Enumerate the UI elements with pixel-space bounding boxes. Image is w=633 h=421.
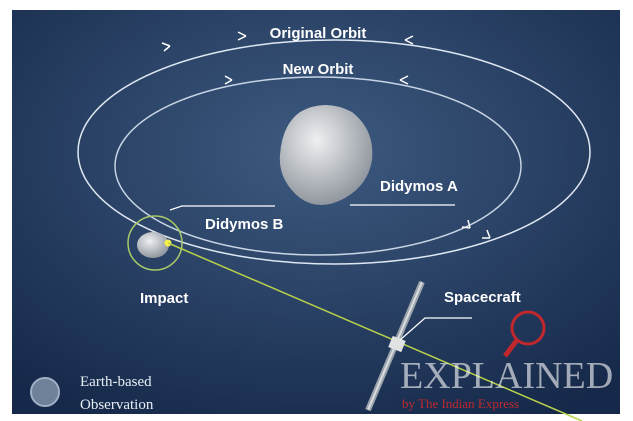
watermark-title: EXPLAINED xyxy=(400,355,613,397)
diagram: Didymos A Didymos B Impact Spacecraft Or… xyxy=(0,0,633,421)
earth-icon xyxy=(31,378,59,406)
original-orbit-label: Original Orbit xyxy=(270,25,367,42)
impact-label: Impact xyxy=(140,290,188,307)
new-orbit-label: New Orbit xyxy=(283,61,354,78)
didymos-b-label: Didymos B xyxy=(205,216,284,233)
didymos-b xyxy=(137,232,169,258)
didymos-a-label: Didymos A xyxy=(380,178,458,195)
watermark-subtitle: by The Indian Express xyxy=(402,396,519,411)
earth-based-label: Earth-based xyxy=(80,374,152,390)
spacecraft-label: Spacecraft xyxy=(444,289,521,306)
observation-label: Observation xyxy=(80,397,154,413)
